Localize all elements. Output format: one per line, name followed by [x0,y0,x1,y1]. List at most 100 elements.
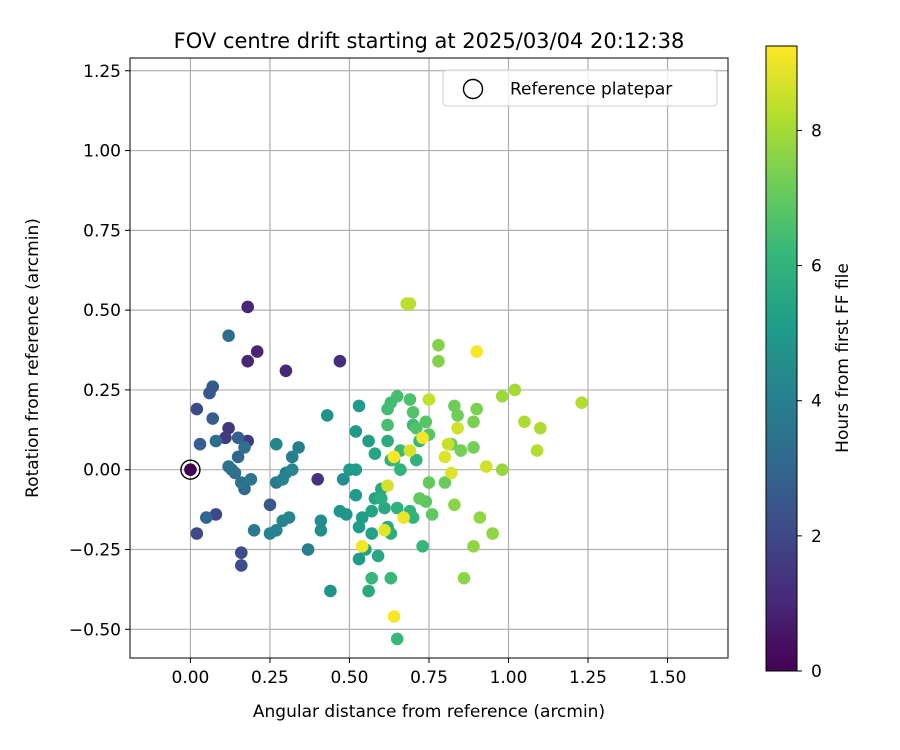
data-point-57 [352,552,366,566]
data-point-78 [410,453,423,467]
x-tick-label: 1.50 [649,668,687,688]
data-point-83 [365,571,379,585]
data-point-63 [368,447,382,461]
data-point-59 [362,434,375,448]
grid [130,58,728,658]
data-point-90 [381,418,394,432]
data-point-117 [508,383,522,397]
data-point-61 [365,527,379,540]
data-point-137 [387,610,401,623]
data-point-9 [209,508,223,521]
data-point-75 [394,463,407,477]
colorbar-ticks: 0 2 4 6 8 [797,121,822,682]
data-point-119 [534,421,547,435]
data-point-46 [336,473,350,486]
data-point-131 [445,466,458,480]
data-point-118 [518,415,531,429]
data-point-19 [231,431,245,445]
data-point-111 [457,571,471,585]
x-tick-label: 0.25 [251,668,289,688]
data-point-44 [314,514,328,528]
data-point-125 [441,437,455,451]
data-point-21 [231,450,245,464]
data-point-110 [448,498,461,512]
colorbar-tick-label: 4 [811,392,822,412]
x-tick-label: 0.75 [410,668,448,688]
data-point-34 [292,441,305,454]
y-tick-label: 0.00 [83,461,121,481]
data-point-121 [575,396,588,410]
data-point-53 [352,399,366,413]
data-point-113 [473,511,487,524]
data-point-29 [222,460,235,473]
data-point-1 [250,345,264,358]
data-point-103 [448,399,461,413]
data-point-4 [333,354,347,368]
data-point-52 [349,488,363,502]
x-tick-label: 1.25 [569,668,607,688]
data-point-81 [390,632,404,646]
data-point-102 [451,409,464,422]
data-point-35 [285,450,299,464]
data-point-108 [432,338,445,352]
data-point-31 [247,524,261,537]
data-point-55 [349,463,363,477]
data-point-134 [355,540,369,553]
y-axis-ticks: −0.50 −0.25 0.00 0.25 0.50 0.75 1.00 1.25 [69,62,130,640]
data-point-45 [314,524,328,537]
data-point-13 [235,546,248,559]
y-tick-label: 0.75 [83,221,121,241]
data-point-107 [467,415,480,429]
colorbar-gradient [766,46,797,671]
data-point-127 [480,460,493,473]
data-point-5 [311,473,325,486]
colorbar-tick-label: 0 [811,662,822,682]
data-point-58 [355,511,369,524]
data-point-114 [486,527,499,540]
data-point-136 [470,345,484,358]
legend-label-reference: Reference platepar [510,80,672,100]
data-point-70 [381,434,394,448]
colorbar-tick-label: 6 [811,257,822,277]
data-point-3 [279,364,293,378]
data-point-97 [425,508,439,521]
data-point-11 [190,402,204,416]
data-point-18 [193,437,207,451]
data-point-51 [349,425,363,438]
colorbar-tick-label: 8 [811,121,822,141]
legend-box [442,69,718,107]
data-point-60 [365,504,379,518]
data-point-93 [410,421,423,435]
data-point-91 [403,393,417,406]
data-point-41 [282,511,296,524]
x-tick-label: 1.00 [490,668,528,688]
data-point-109 [432,354,445,368]
reference-point-fill [184,463,197,477]
data-point-50 [340,508,353,521]
scatter-points [190,297,588,646]
colorbar: 0 2 4 6 8 Hours from first FF file [765,45,853,682]
data-point-17 [206,412,219,425]
plot-area: 0.00 0.25 0.50 0.75 1.00 1.25 1.50 −0.50 −0.25 0… [69,57,729,688]
data-point-56 [352,520,366,534]
data-point-133 [397,511,410,524]
data-point-22 [200,511,213,524]
data-point-48 [324,584,337,598]
data-point-92 [406,406,420,419]
colorbar-label: Hours from first FF file [833,263,853,453]
data-point-39 [263,527,277,540]
data-point-30 [244,473,258,486]
legend: Reference platepar [442,69,718,107]
y-tick-label: −0.50 [69,620,121,640]
data-point-132 [378,524,391,537]
data-point-98 [413,492,426,505]
data-point-16 [203,386,216,400]
data-point-42 [270,437,283,451]
y-axis-label: Rotation from reference (arcmin) [23,218,43,498]
data-point-89 [390,390,404,403]
data-point-129 [403,444,417,457]
data-point-116 [495,390,509,403]
data-point-105 [467,441,480,454]
data-point-106 [470,402,484,416]
x-axis-label: Angular distance from reference (arcmin) [253,702,605,722]
